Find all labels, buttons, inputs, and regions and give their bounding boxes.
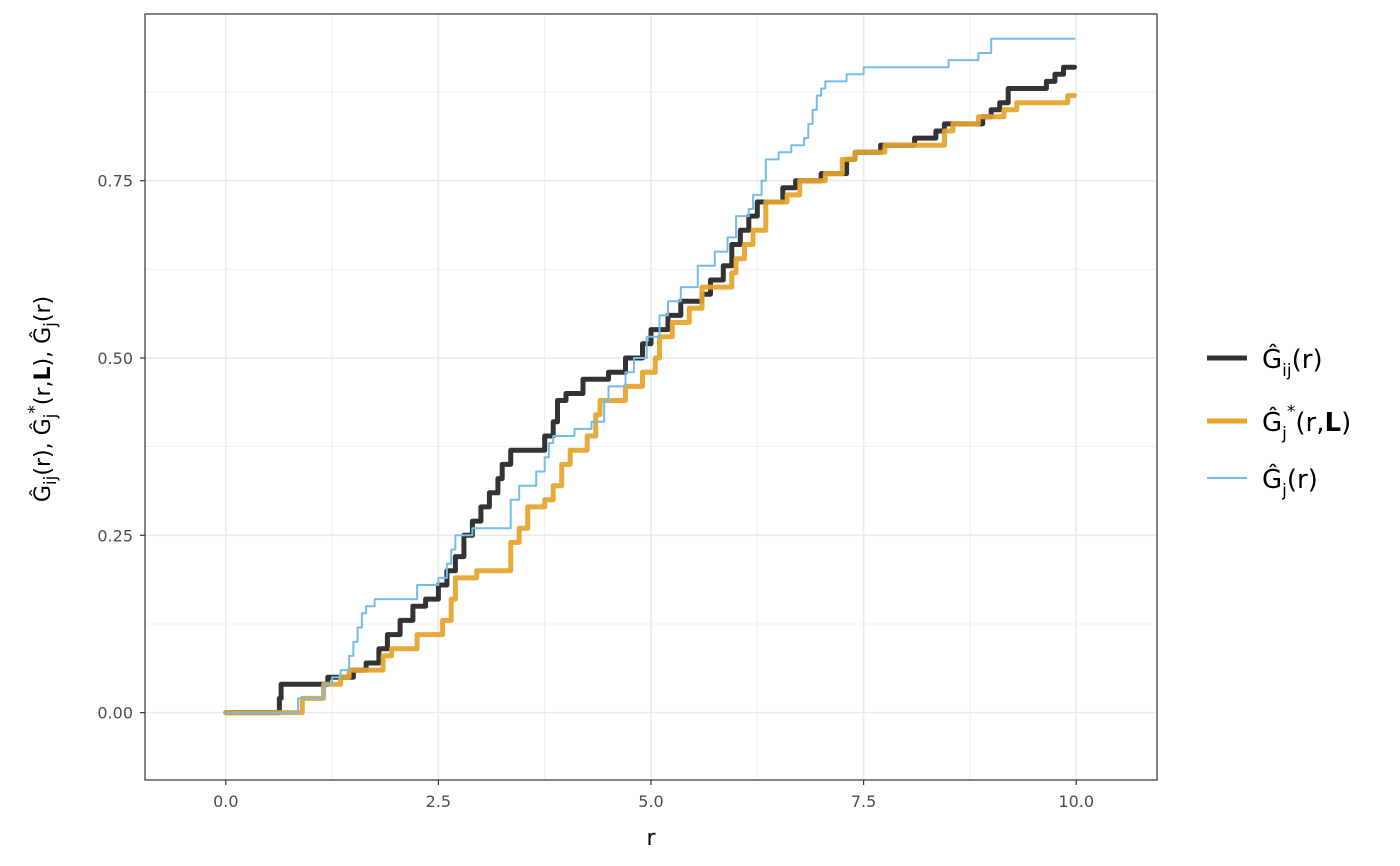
legend-label-gij: Ĝij(r) <box>1262 343 1323 381</box>
series-line-gj <box>224 37 1076 714</box>
y-tick-label: 0.25 <box>97 526 133 545</box>
legend-label-gj-star: Ĝj*(r,L) <box>1262 402 1351 444</box>
y-tick-label: 0.50 <box>97 349 133 368</box>
y-tick-label: 0.00 <box>97 704 133 723</box>
x-tick-label: 7.5 <box>851 792 876 811</box>
series-layer <box>223 37 1077 716</box>
y-axis-title-part: Ĝ <box>30 327 56 344</box>
axis-ticks <box>140 180 1077 785</box>
x-tick-label: 2.5 <box>426 792 451 811</box>
y-axis-title-part: L <box>31 366 56 380</box>
y-axis-title-part: ), <box>31 344 56 367</box>
y-tick-labels: 0.00 0.25 0.50 0.75 <box>97 172 133 723</box>
x-tick-labels: 0.0 2.5 5.0 7.5 10.0 <box>213 792 1094 811</box>
y-axis-title-part: (r), <box>31 435 56 475</box>
y-axis-title-part: j <box>41 414 61 420</box>
series-line-gij <box>223 64 1077 716</box>
y-axis-title-part: (r) <box>31 296 56 322</box>
y-axis-title-part: (r, <box>31 380 56 405</box>
y-tick-label: 0.75 <box>97 172 133 191</box>
x-tick-label: 5.0 <box>638 792 663 811</box>
y-axis-title: Ĝij(r), Ĝj*(r,L), Ĝj(r) <box>25 296 61 502</box>
y-axis-title-part: j <box>41 322 61 328</box>
x-tick-label: 10.0 <box>1058 792 1094 811</box>
grid-major-lines <box>145 14 1157 780</box>
legend-label-gj: Ĝj(r) <box>1262 463 1318 501</box>
y-axis-title-part: Ĝ <box>30 485 56 502</box>
series-line-gj-star <box>223 93 1077 716</box>
y-axis-title-part: Ĝ <box>30 418 56 435</box>
x-tick-label: 0.0 <box>213 792 238 811</box>
y-axis-title-part: * <box>25 405 45 414</box>
x-axis-title: r <box>646 826 656 851</box>
legend: Ĝij(r) Ĝj*(r,L) Ĝj(r) <box>1207 343 1351 501</box>
y-axis-title-part: ij <box>41 476 61 485</box>
